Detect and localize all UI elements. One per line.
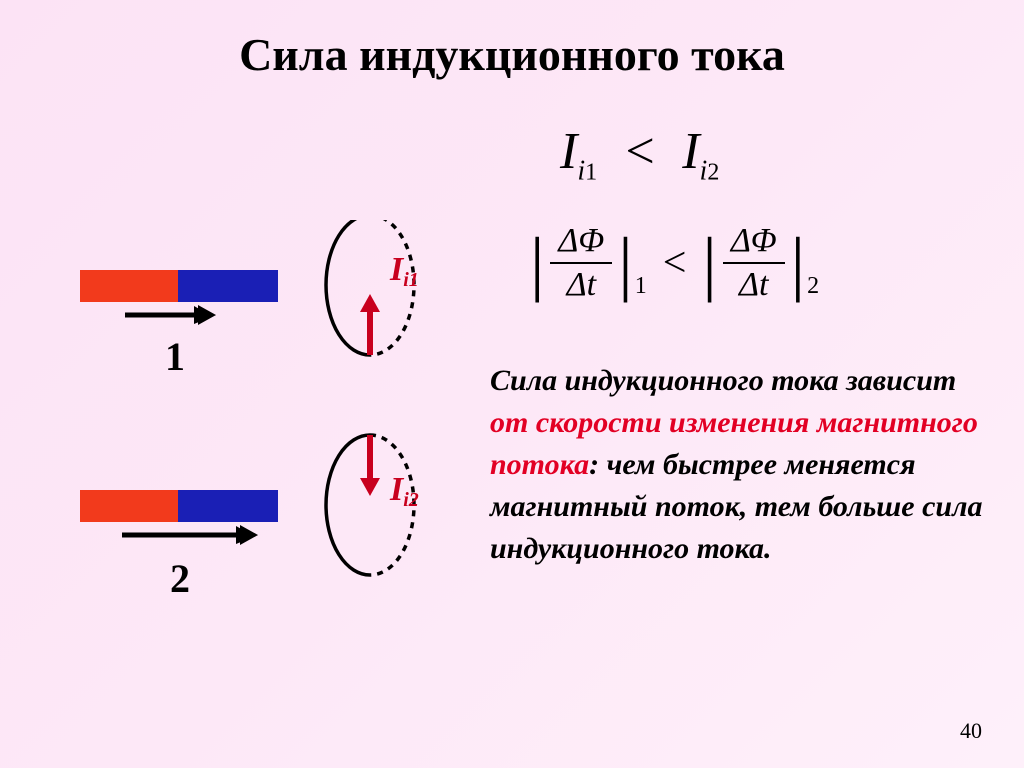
- svg-text:1: 1: [165, 334, 185, 379]
- t-1: t: [587, 266, 596, 303]
- ineq1-rhs-idx: 2: [707, 159, 719, 185]
- ineq1-lhs-idx: 1: [585, 159, 597, 185]
- flux-op: <: [663, 239, 687, 287]
- diagram-svg: Ii1 1 Ii2 2: [70, 220, 510, 660]
- svg-text:Ii2: Ii2: [389, 471, 419, 511]
- ineq1-lhs-sub: i: [577, 155, 585, 186]
- flux-rate-inequality: | ΔΦ Δt | 1 < | ΔΦ Δt | 2: [530, 220, 819, 306]
- body-text: Сила индукционного тока зависит от скоро…: [490, 360, 990, 570]
- abs-bar-right-1: |: [618, 227, 632, 299]
- slide-title: Сила индукционного тока: [0, 28, 1024, 81]
- abs-bar-left-1: |: [530, 227, 544, 299]
- delta-2n: Δ: [731, 222, 751, 259]
- flux-idx-2: 2: [807, 273, 819, 300]
- delta-1d: Δ: [567, 266, 587, 303]
- body-seg1: Сила индукционного тока зависит: [490, 364, 956, 397]
- phi-1: Φ: [578, 222, 604, 259]
- abs-bar-right-2: |: [791, 227, 805, 299]
- svg-text:2: 2: [170, 556, 190, 601]
- phi-2: Φ: [751, 222, 777, 259]
- ineq1-op: <: [622, 123, 657, 180]
- flux-idx-1: 1: [635, 273, 647, 300]
- delta-1n: Δ: [558, 222, 578, 259]
- diagram-area: Ii1 1 Ii2 2: [70, 220, 510, 660]
- page-number: 40: [960, 718, 982, 744]
- abs-bar-left-2: |: [702, 227, 716, 299]
- t-2: t: [759, 266, 768, 303]
- svg-text:Ii1: Ii1: [389, 251, 419, 291]
- fraction-1: ΔΦ Δt: [550, 220, 612, 306]
- ineq1-rhs-var: I: [682, 123, 699, 180]
- ineq1-lhs-var: I: [560, 123, 577, 180]
- current-inequality: Ii1 < Ii2: [560, 122, 719, 187]
- delta-2d: Δ: [739, 266, 759, 303]
- fraction-2: ΔΦ Δt: [723, 220, 785, 306]
